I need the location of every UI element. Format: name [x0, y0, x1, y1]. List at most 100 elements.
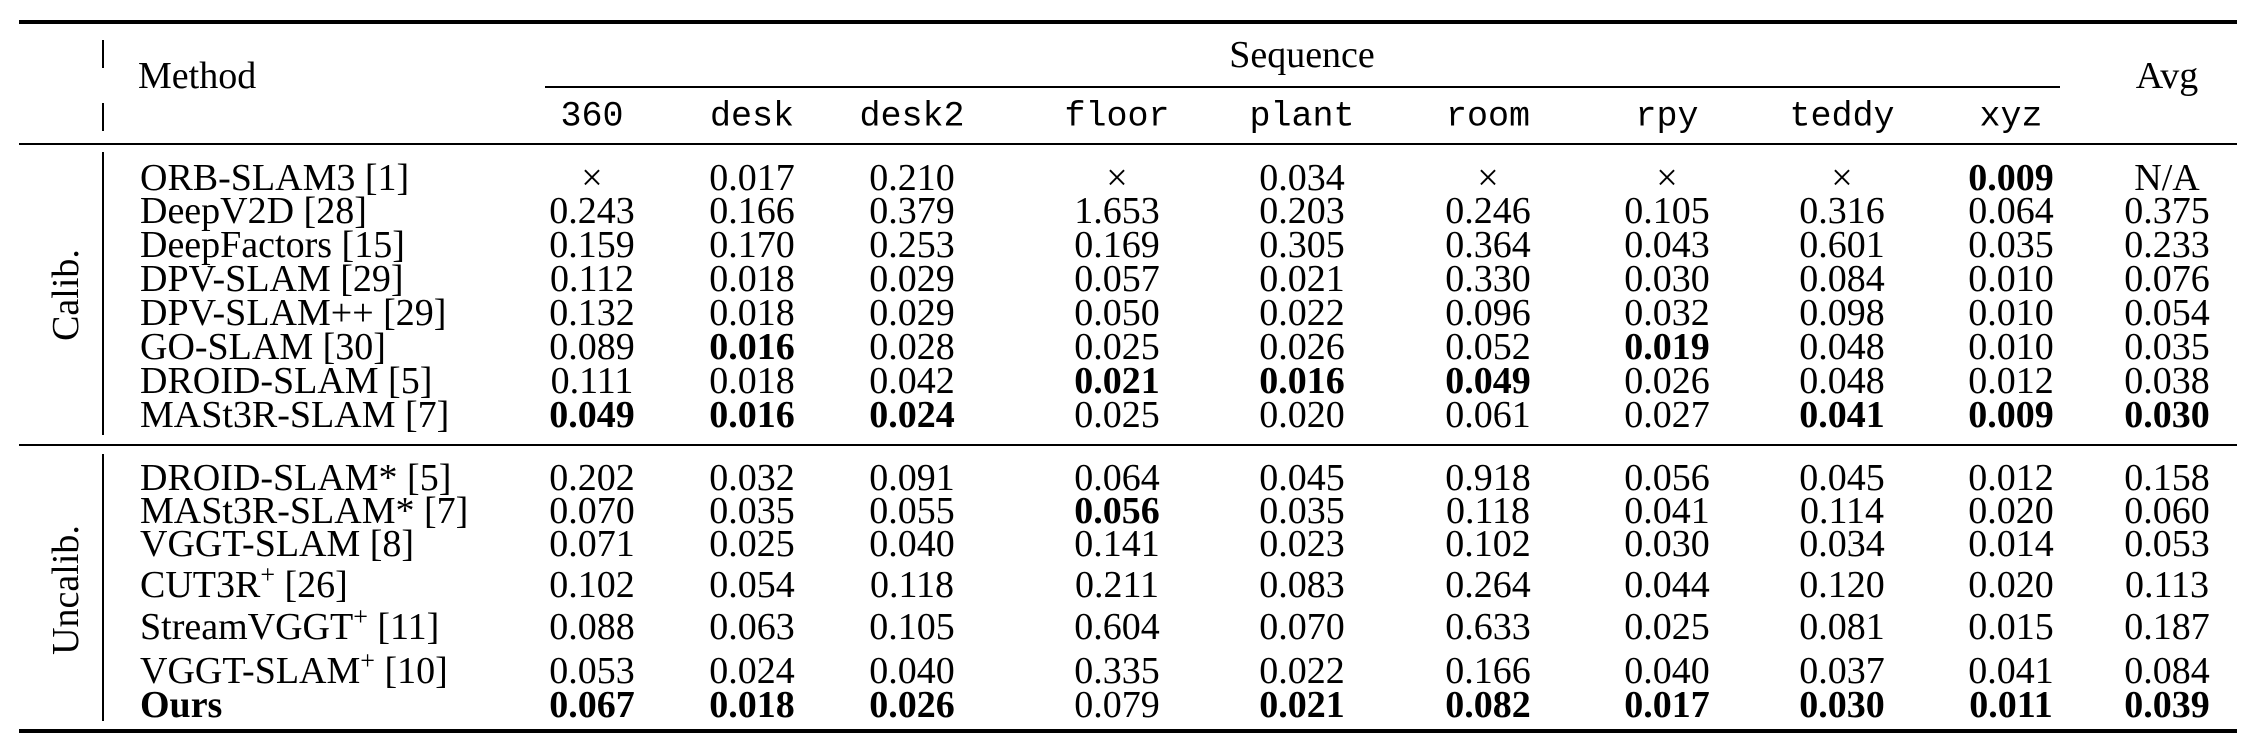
avg-header: Avg — [2135, 55, 2199, 97]
value-cell: 0.017 — [1624, 684, 1710, 726]
vertical-rule — [102, 454, 104, 721]
avg-cell: 0.113 — [2124, 564, 2210, 606]
value-cell: 0.017 — [709, 157, 795, 199]
value-cell: 0.016 — [1259, 360, 1345, 402]
value-cell: 0.063 — [709, 606, 795, 648]
method-name: VGGT-SLAM+ [10] — [140, 648, 448, 692]
method-name-text: StreamVGGT — [140, 606, 354, 648]
value-cell: 0.364 — [1445, 224, 1531, 266]
value-cell: 0.016 — [709, 394, 795, 436]
value-cell: 0.330 — [1445, 258, 1531, 300]
avg-cell: 0.076 — [2124, 258, 2210, 300]
value-cell: 0.037 — [1799, 650, 1885, 692]
method-name-text: GO-SLAM [30] — [140, 326, 386, 368]
value-cell: 0.305 — [1259, 224, 1345, 266]
value-cell: 0.041 — [1624, 490, 1710, 532]
value-cell: 0.057 — [1074, 258, 1160, 300]
column-header-desk: desk — [709, 96, 795, 137]
method-name: MASt3R-SLAM* [7] — [140, 492, 468, 530]
value-cell: 0.210 — [869, 157, 955, 199]
method-name: DeepV2D [28] — [140, 192, 367, 230]
method-name: DeepFactors [15] — [140, 226, 405, 264]
value-cell: 0.012 — [1968, 457, 2054, 499]
vertical-rule — [102, 40, 104, 68]
value-cell: 0.089 — [549, 326, 635, 368]
value-cell: 0.253 — [869, 224, 955, 266]
column-header-floor: floor — [1064, 96, 1170, 137]
value-cell: 0.091 — [869, 457, 955, 499]
value-cell: 0.040 — [1624, 650, 1710, 692]
value-cell: 0.049 — [1445, 360, 1531, 402]
value-cell: 0.025 — [1074, 394, 1160, 436]
method-name-text: DeepFactors [15] — [140, 224, 405, 266]
value-cell: × — [1656, 157, 1678, 199]
value-cell: 0.105 — [1624, 190, 1710, 232]
method-header: Method — [138, 55, 257, 97]
value-cell: 0.010 — [1968, 292, 2054, 334]
value-cell: 0.021 — [1259, 258, 1345, 300]
method-superscript: + — [260, 560, 276, 589]
value-cell: 1.653 — [1074, 190, 1160, 232]
value-cell: 0.052 — [1445, 326, 1531, 368]
method-name-text: VGGT-SLAM — [140, 650, 361, 692]
value-cell: 0.022 — [1259, 650, 1345, 692]
value-cell: 0.604 — [1074, 606, 1160, 648]
value-cell: 0.030 — [1624, 258, 1710, 300]
method-name: MASt3R-SLAM [7] — [140, 396, 449, 434]
value-cell: 0.053 — [549, 650, 635, 692]
value-cell: 0.020 — [1259, 394, 1345, 436]
value-cell: 0.084 — [1799, 258, 1885, 300]
value-cell: 0.025 — [1074, 326, 1160, 368]
avg-cell: 0.060 — [2124, 490, 2210, 532]
top-rule — [19, 20, 2237, 24]
value-cell: 0.601 — [1799, 224, 1885, 266]
avg-cell: N/A — [2134, 157, 2200, 199]
value-cell: × — [1106, 157, 1128, 199]
value-cell: 0.011 — [1969, 684, 2053, 726]
value-cell: 0.035 — [1259, 490, 1345, 532]
value-cell: 0.118 — [1445, 490, 1531, 532]
value-cell: 0.035 — [709, 490, 795, 532]
value-cell: 0.105 — [869, 606, 955, 648]
value-cell: 0.045 — [1259, 457, 1345, 499]
value-cell: 0.024 — [709, 650, 795, 692]
value-cell: 0.379 — [869, 190, 955, 232]
value-cell: 0.102 — [1445, 523, 1531, 565]
avg-cell: 0.030 — [2124, 394, 2210, 436]
value-cell: 0.246 — [1445, 190, 1531, 232]
sequence-underline — [545, 86, 2060, 88]
value-cell: 0.061 — [1445, 394, 1531, 436]
value-cell: 0.169 — [1074, 224, 1160, 266]
avg-cell: 0.039 — [2124, 684, 2210, 726]
value-cell: 0.040 — [869, 650, 955, 692]
column-header-desk2: desk2 — [859, 96, 965, 137]
vertical-rule — [102, 103, 104, 131]
value-cell: 0.203 — [1259, 190, 1345, 232]
value-cell: 0.040 — [869, 523, 955, 565]
value-cell: 0.050 — [1074, 292, 1160, 334]
method-name: DROID-SLAM* [5] — [140, 459, 451, 497]
value-cell: 0.020 — [1968, 490, 2054, 532]
method-name: Ours — [140, 686, 222, 724]
avg-cell: 0.187 — [2124, 606, 2210, 648]
value-cell: 0.024 — [869, 394, 955, 436]
value-cell: 0.029 — [869, 258, 955, 300]
value-cell: 0.079 — [1074, 684, 1160, 726]
value-cell: 0.029 — [869, 292, 955, 334]
value-cell: 0.014 — [1968, 523, 2054, 565]
method-name: GO-SLAM [30] — [140, 328, 386, 366]
method-name-text: VGGT-SLAM [8] — [140, 523, 415, 565]
value-cell: 0.055 — [869, 490, 955, 532]
value-cell: 0.015 — [1968, 606, 2054, 648]
value-cell: 0.141 — [1074, 523, 1160, 565]
method-name-text: DROID-SLAM [5] — [140, 360, 433, 402]
value-cell: 0.166 — [709, 190, 795, 232]
method-name: CUT3R+ [26] — [140, 562, 348, 605]
value-cell: 0.028 — [869, 326, 955, 368]
value-cell: 0.025 — [1624, 606, 1710, 648]
value-cell: 0.041 — [1799, 394, 1885, 436]
value-cell: 0.064 — [1968, 190, 2054, 232]
method-name: VGGT-SLAM [8] — [140, 525, 414, 563]
value-cell: 0.316 — [1799, 190, 1885, 232]
